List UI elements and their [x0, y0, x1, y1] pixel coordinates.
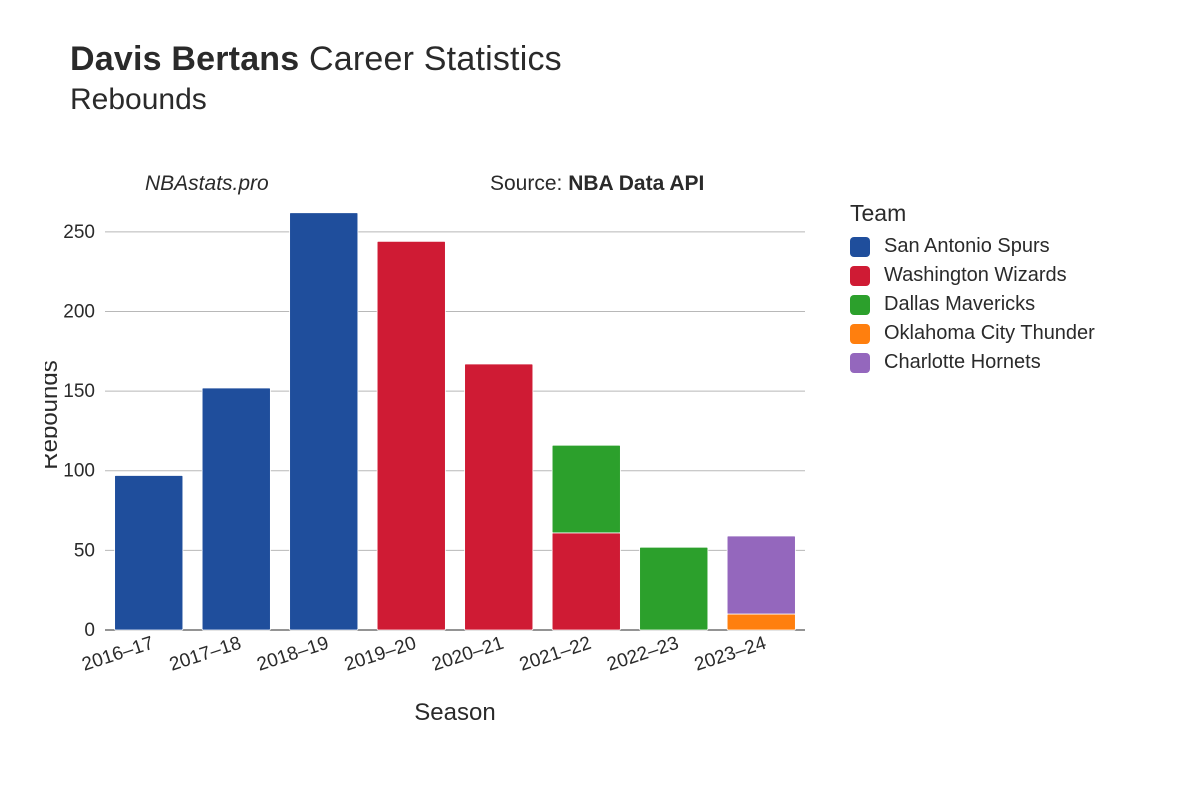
x-axis-title: Season	[414, 699, 495, 726]
y-tick-label: 50	[74, 540, 95, 561]
legend-item: San Antonio Spurs	[850, 235, 1095, 258]
bar-segment	[552, 445, 620, 533]
title-rest: Career Statistics	[299, 40, 561, 78]
legend-label: San Antonio Spurs	[884, 235, 1050, 258]
y-axis-title: Rebounds	[45, 360, 63, 469]
bar-segment	[727, 536, 795, 614]
legend-item: Washington Wizards	[850, 264, 1095, 287]
title-player-name: Davis Bertans	[70, 40, 299, 78]
legend-item: Charlotte Hornets	[850, 351, 1095, 374]
y-tick-label: 0	[84, 620, 95, 641]
bar-segment	[377, 241, 445, 630]
x-tick-label: 2021–22	[517, 633, 594, 676]
legend-label: Oklahoma City Thunder	[884, 322, 1095, 345]
x-tick-label: 2018–19	[254, 633, 331, 676]
x-tick-label: 2020–21	[429, 633, 506, 676]
chart-title: Davis Bertans Career Statistics	[70, 40, 562, 79]
x-tick-label: 2017–18	[167, 633, 244, 676]
bar-chart: 050100150200250Rebounds2016–172017–18201…	[45, 190, 865, 760]
x-tick-label: 2022–23	[604, 633, 681, 676]
legend-swatch	[850, 324, 870, 344]
y-tick-label: 250	[63, 222, 95, 243]
bar-segment	[202, 388, 270, 630]
legend-label: Washington Wizards	[884, 264, 1067, 287]
chart-container: Davis Bertans Career Statistics Rebounds…	[0, 0, 1200, 800]
legend-label: Dallas Mavericks	[884, 293, 1035, 316]
bar-segment	[640, 547, 708, 630]
chart-subtitle: Rebounds	[70, 83, 562, 117]
title-block: Davis Bertans Career Statistics Rebounds	[70, 40, 562, 117]
legend-swatch	[850, 353, 870, 373]
legend-swatch	[850, 295, 870, 315]
bar-segment	[465, 364, 533, 630]
bar-segment	[727, 614, 795, 630]
y-tick-label: 200	[63, 301, 95, 322]
legend-items: San Antonio Spurs Washington Wizards Dalla…	[850, 235, 1095, 374]
legend-item: Oklahoma City Thunder	[850, 322, 1095, 345]
y-tick-label: 100	[63, 461, 95, 482]
legend-swatch	[850, 237, 870, 257]
legend-swatch	[850, 266, 870, 286]
bar-segment	[552, 533, 620, 630]
legend-item: Dallas Mavericks	[850, 293, 1095, 316]
legend-title: Team	[850, 200, 1095, 227]
legend: Team San Antonio Spurs Washington Wizards…	[850, 200, 1095, 380]
legend-label: Charlotte Hornets	[884, 351, 1041, 374]
y-tick-label: 150	[63, 381, 95, 402]
x-tick-label: 2023–24	[692, 633, 769, 676]
bar-segment	[290, 213, 358, 630]
x-tick-label: 2019–20	[342, 633, 419, 676]
bar-segment	[115, 476, 183, 630]
